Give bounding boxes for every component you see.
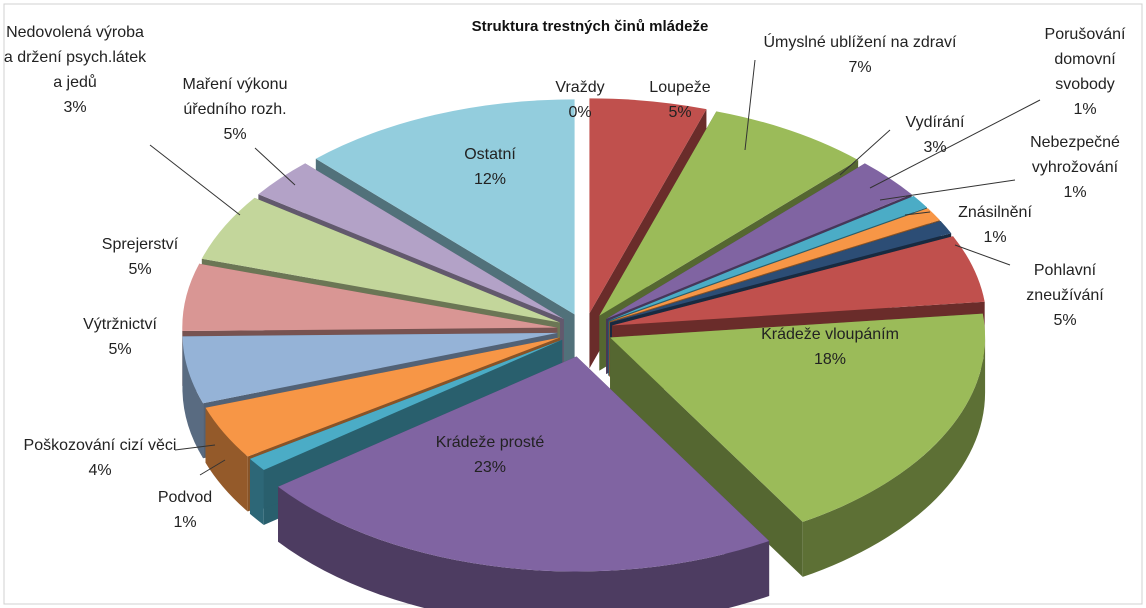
data-label: Krádeže prosté 23% [380, 430, 600, 480]
slice [611, 236, 985, 326]
leader-line [839, 129, 891, 176]
data-label: Znásilnění 1% [935, 200, 1055, 250]
category-label: Maření výkonu úředního rozh. [182, 76, 288, 118]
value-label: 12% [473, 171, 507, 188]
slice [599, 111, 859, 316]
leader-line [744, 59, 756, 151]
data-label: Vraždy 0% [535, 75, 625, 125]
category-label: Nebezpečné vyhrožování [1030, 134, 1120, 176]
value-label: 5% [668, 104, 692, 121]
data-label: Ostatní 12% [430, 142, 550, 192]
value-label: 5% [223, 126, 247, 143]
value-label: 1% [173, 514, 197, 531]
value-label: 5% [108, 341, 132, 358]
category-label: Vraždy [555, 79, 605, 96]
value-label: 5% [128, 261, 152, 278]
leader-line [954, 244, 1011, 266]
chart-title: Struktura trestných činů mládeže [471, 18, 709, 35]
value-label: 3% [63, 99, 87, 116]
value-label: 5% [1053, 312, 1077, 329]
slice [278, 356, 770, 572]
slice [182, 263, 558, 332]
data-label: Úmyslné ublížení na zdraví 7% [750, 30, 970, 80]
category-label: Úmyslné ublížení na zdraví [763, 34, 957, 51]
category-label: Poškozování cizí věci [23, 437, 177, 454]
data-label: Nedovolená výroba a držení psych.látek a… [0, 20, 150, 120]
value-label: 1% [983, 229, 1007, 246]
category-label: Znásilnění [958, 204, 1032, 221]
slice [610, 221, 952, 323]
category-label: Krádeže vloupáním [761, 326, 899, 343]
category-label: Podvod [157, 489, 213, 506]
leader-line [904, 211, 931, 216]
slice [589, 98, 707, 314]
category-label: Porušování domovní svobody [1044, 26, 1126, 93]
leader-line [199, 459, 226, 476]
slice [249, 339, 563, 470]
category-label: Sprejerství [101, 236, 179, 253]
slice-side [205, 407, 248, 512]
slice [205, 337, 560, 457]
data-label: Vydírání 3% [885, 110, 985, 160]
slice [609, 208, 940, 322]
value-label: 3% [923, 139, 947, 156]
value-label: 23% [473, 459, 507, 476]
data-label: Pohlavní zneužívání 5% [1005, 258, 1125, 333]
slice [201, 197, 560, 323]
leader-line [254, 147, 296, 186]
data-label: Sprejerství 5% [70, 232, 210, 282]
slice [610, 313, 986, 522]
category-label: Loupeže [649, 79, 711, 96]
category-label: Ostatní [464, 146, 516, 163]
value-label: 18% [813, 351, 847, 368]
data-label: Loupeže 5% [635, 75, 725, 125]
slice-wall [610, 337, 803, 577]
leader-line [869, 99, 1041, 189]
leader-line [879, 179, 1016, 201]
slice [608, 195, 927, 321]
category-label: Krádeže prosté [435, 434, 545, 451]
data-label: Poškozování cizí věci 4% [13, 433, 188, 483]
data-label: Výtržnictví 5% [50, 312, 190, 362]
slice-side [182, 336, 204, 459]
slice [606, 163, 912, 319]
leader-line [174, 444, 216, 451]
value-label: 1% [1063, 184, 1087, 201]
value-label: 0% [568, 104, 592, 121]
category-label: Vydírání [905, 114, 965, 131]
data-label: Krádeže vloupáním 18% [720, 322, 940, 372]
data-label: Maření výkonu úředního rozh. 5% [150, 72, 320, 147]
slice [258, 163, 564, 319]
slice [315, 99, 575, 315]
slice-side [249, 458, 264, 525]
leader-line [149, 144, 241, 216]
value-label: 1% [1073, 101, 1097, 118]
slice-side [278, 486, 770, 608]
data-label: Nebezpečné vyhrožování 1% [1005, 130, 1145, 205]
slice [182, 332, 558, 404]
data-label: Podvod 1% [135, 485, 235, 535]
slice-side [802, 337, 986, 577]
category-label: Výtržnictví [83, 316, 157, 333]
category-label: Pohlavní zneužívání [1026, 262, 1104, 304]
value-label: 7% [848, 59, 872, 76]
value-label: 4% [88, 462, 112, 479]
category-label: Nedovolená výroba a držení psych.látek a… [3, 24, 147, 91]
data-label: Porušování domovní svobody 1% [1030, 22, 1140, 122]
